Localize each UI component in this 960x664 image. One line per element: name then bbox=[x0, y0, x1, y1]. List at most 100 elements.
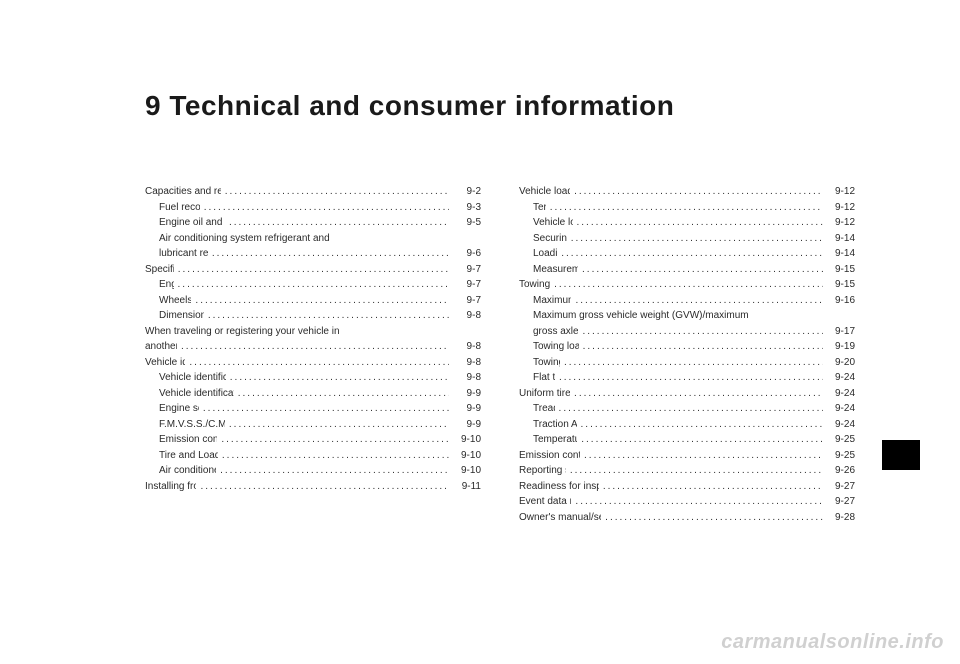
toc-row: Event data recorders (EDR) .............… bbox=[519, 494, 855, 510]
toc-page: 9-9 bbox=[449, 386, 481, 402]
toc-leader-dots: ........................................… bbox=[555, 370, 823, 386]
toc-page: 9-20 bbox=[823, 355, 855, 371]
toc-leader-dots: ........................................… bbox=[174, 277, 449, 293]
toc-leader-dots: ........................................… bbox=[221, 184, 449, 200]
toc-label: Flat towing bbox=[519, 370, 555, 386]
toc-row: Vehicle identification number (VIN) plat… bbox=[145, 370, 481, 386]
toc-row: gross axle weight (GAW) ................… bbox=[519, 324, 855, 340]
toc-label: Measurement of weights bbox=[519, 262, 578, 278]
toc-label: Vehicle identification number (chassis n… bbox=[145, 386, 234, 402]
toc-row: Uniform tire quality grading ...........… bbox=[519, 386, 855, 402]
toc-label: gross axle weight (GAW) bbox=[519, 324, 578, 340]
toc-row: Engine serial number ...................… bbox=[145, 401, 481, 417]
toc-label: Towing load/specification bbox=[519, 339, 579, 355]
toc-label: Towing a trailer bbox=[519, 277, 550, 293]
toc-page: 9-14 bbox=[823, 246, 855, 262]
toc-page: 9-7 bbox=[449, 277, 481, 293]
toc-leader-dots: ........................................… bbox=[216, 463, 449, 479]
toc-leader-dots: ........................................… bbox=[196, 479, 449, 495]
toc-page: 9-27 bbox=[823, 479, 855, 495]
toc-row: Installing front license plate .........… bbox=[145, 479, 481, 495]
toc-row: Vehicle loading information ............… bbox=[519, 184, 855, 200]
toc-page: 9-15 bbox=[823, 262, 855, 278]
toc-page: 9-3 bbox=[449, 200, 481, 216]
toc-leader-dots: ........................................… bbox=[204, 308, 449, 324]
toc-label: Loading tips bbox=[519, 246, 557, 262]
toc-page: 9-8 bbox=[449, 308, 481, 324]
toc-label: Vehicle load capacity bbox=[519, 215, 573, 231]
toc-row: Wheels and tires .......................… bbox=[145, 293, 481, 309]
toc-label: Terms bbox=[519, 200, 546, 216]
toc-leader-dots: ........................................… bbox=[191, 293, 449, 309]
toc-leader-dots: ........................................… bbox=[555, 401, 823, 417]
toc-leader-dots: ........................................… bbox=[566, 463, 823, 479]
toc-leader-dots: ........................................… bbox=[550, 277, 823, 293]
toc-row: Air conditioning system refrigerant and bbox=[145, 231, 481, 247]
toc-row: Emission control system warranty .......… bbox=[519, 448, 855, 464]
toc-row: Owner's manual/service manual order info… bbox=[519, 510, 855, 526]
toc-page: 9-12 bbox=[823, 184, 855, 200]
toc-page: 9-8 bbox=[449, 355, 481, 371]
toc-label: Air conditioner specification label bbox=[145, 463, 216, 479]
toc-label: Emission control information label bbox=[145, 432, 217, 448]
toc-leader-dots: ........................................… bbox=[225, 215, 449, 231]
toc-column-left: Capacities and recommended fuel/lubrican… bbox=[145, 184, 481, 525]
toc-label: Traction AA, A, B and C bbox=[519, 417, 577, 433]
watermark: carmanualsonline.info bbox=[721, 631, 944, 654]
toc-page: 9-19 bbox=[823, 339, 855, 355]
toc-label: Readiness for inspection/maintenance (I/… bbox=[519, 479, 599, 495]
toc-row: lubricant recommendations ..............… bbox=[145, 246, 481, 262]
toc-label: Engine serial number bbox=[145, 401, 199, 417]
toc-leader-dots: ........................................… bbox=[217, 432, 449, 448]
toc-page: 9-8 bbox=[449, 339, 481, 355]
toc-label: Engine oil and oil filter recommendation bbox=[145, 215, 225, 231]
toc-page: 9-10 bbox=[449, 448, 481, 464]
table-of-contents: Capacities and recommended fuel/lubrican… bbox=[145, 184, 855, 525]
toc-row: Capacities and recommended fuel/lubrican… bbox=[145, 184, 481, 200]
toc-leader-dots: ........................................… bbox=[578, 324, 823, 340]
toc-page: 9-25 bbox=[823, 448, 855, 464]
toc-page: 9-24 bbox=[823, 370, 855, 386]
toc-leader-dots: ........................................… bbox=[577, 417, 823, 433]
toc-page: 9-24 bbox=[823, 401, 855, 417]
toc-row: Flat towing ............................… bbox=[519, 370, 855, 386]
toc-page: 9-27 bbox=[823, 494, 855, 510]
toc-label: Air conditioning system refrigerant and bbox=[145, 231, 330, 247]
toc-page: 9-28 bbox=[823, 510, 855, 526]
toc-leader-dots: ........................................… bbox=[225, 417, 449, 433]
toc-label: Capacities and recommended fuel/lubrican… bbox=[145, 184, 221, 200]
toc-row: Engine oil and oil filter recommendation… bbox=[145, 215, 481, 231]
toc-leader-dots: ........................................… bbox=[570, 386, 823, 402]
toc-row: Readiness for inspection/maintenance (I/… bbox=[519, 479, 855, 495]
toc-page: 9-8 bbox=[449, 370, 481, 386]
toc-leader-dots: ........................................… bbox=[199, 401, 449, 417]
toc-label: Vehicle identification number (VIN) plat… bbox=[145, 370, 226, 386]
toc-leader-dots: ........................................… bbox=[218, 448, 449, 464]
toc-row: Air conditioner specification label ....… bbox=[145, 463, 481, 479]
toc-leader-dots: ........................................… bbox=[177, 339, 449, 355]
toc-page: 9-24 bbox=[823, 386, 855, 402]
toc-leader-dots: ........................................… bbox=[174, 262, 449, 278]
toc-row: Reporting safety defects ...............… bbox=[519, 463, 855, 479]
toc-leader-dots: ........................................… bbox=[185, 355, 449, 371]
toc-leader-dots: ........................................… bbox=[579, 339, 823, 355]
toc-leader-dots: ........................................… bbox=[200, 200, 449, 216]
toc-leader-dots: ........................................… bbox=[601, 510, 823, 526]
toc-leader-dots: ........................................… bbox=[570, 184, 823, 200]
toc-row: Terms ..................................… bbox=[519, 200, 855, 216]
toc-leader-dots: ........................................… bbox=[571, 494, 823, 510]
toc-row: Vehicle identification .................… bbox=[145, 355, 481, 371]
toc-page: 9-11 bbox=[449, 479, 481, 495]
toc-leader-dots: ........................................… bbox=[567, 231, 823, 247]
toc-label: Specifications bbox=[145, 262, 174, 278]
toc-page: 9-6 bbox=[449, 246, 481, 262]
manual-page: 9 Technical and consumer information Cap… bbox=[0, 0, 960, 664]
toc-label: F.M.V.S.S./C.M.V.S.S. certification labe… bbox=[145, 417, 225, 433]
toc-row: When traveling or registering your vehic… bbox=[145, 324, 481, 340]
toc-leader-dots: ........................................… bbox=[577, 432, 823, 448]
toc-page: 9-7 bbox=[449, 293, 481, 309]
toc-row: Fuel recommendation ....................… bbox=[145, 200, 481, 216]
toc-label: another country bbox=[145, 339, 177, 355]
toc-leader-dots: ........................................… bbox=[580, 448, 823, 464]
toc-label: Towing safety bbox=[519, 355, 560, 371]
